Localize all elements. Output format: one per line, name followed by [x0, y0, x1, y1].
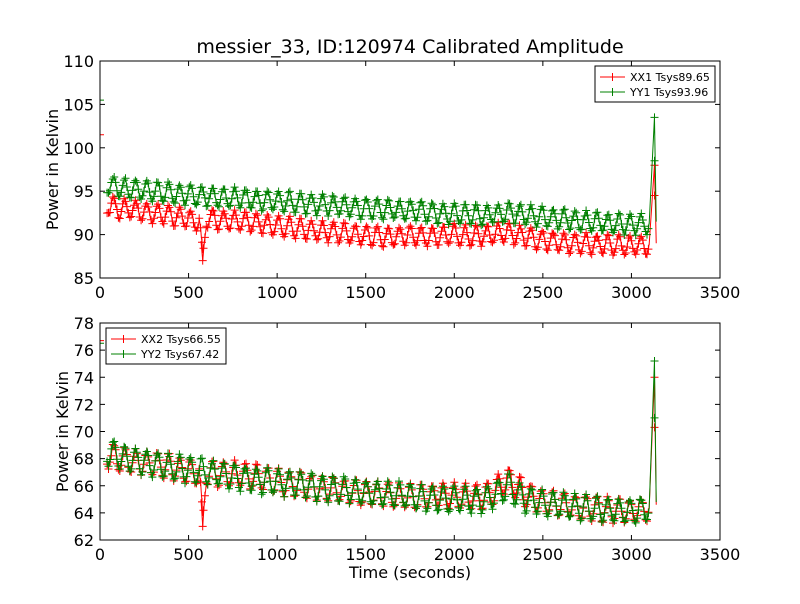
- x-tick-label: 2000: [434, 545, 475, 564]
- legend-box: [594, 65, 716, 103]
- x-tick-label: 3000: [611, 545, 652, 564]
- series-markers: [100, 96, 659, 240]
- legend-label: XX1 Tsys89.65: [630, 71, 710, 84]
- plot-area: [100, 336, 659, 531]
- x-tick-label: 500: [173, 283, 204, 302]
- x-tick-label: 3000: [611, 283, 652, 302]
- y-tick-label: 68: [74, 450, 94, 469]
- series-markers: [100, 130, 659, 265]
- y-tick-label: 66: [74, 477, 94, 496]
- legend-marker: [608, 88, 617, 96]
- x-tick-label: 1500: [345, 545, 386, 564]
- lower-plot-panel: 0 500 1000 1500 2000 2500 3000 3500 62 64 66 68 70 72…: [53, 314, 740, 582]
- x-tick-label: 1500: [345, 283, 386, 302]
- series-2: [100, 339, 659, 527]
- legend-marker: [608, 73, 617, 81]
- y-tick-label: 74: [74, 368, 94, 387]
- x-tick-label: 2000: [434, 283, 475, 302]
- upper-plot-panel: messier_33, ID:120974 Calibrated Amplitu…: [43, 36, 740, 302]
- x-tick-label: 0: [95, 545, 105, 564]
- y-tick-label: 90: [74, 226, 94, 245]
- legend-marker: [119, 350, 128, 358]
- legend-label: XX2 Tsys66.55: [141, 333, 221, 346]
- x-tick-label: 1000: [257, 545, 298, 564]
- series-1: [100, 130, 659, 265]
- x-tick-label: 500: [173, 545, 204, 564]
- x-tick-label: 2500: [522, 545, 563, 564]
- legend-label: YY2 Tsys67.42: [140, 348, 219, 361]
- x-tick-label: 2500: [522, 283, 563, 302]
- x-tick-label: 1000: [257, 283, 298, 302]
- x-tick-label: 3500: [700, 545, 741, 564]
- y-tick-label: 105: [63, 95, 94, 114]
- chart-title: messier_33, ID:120974 Calibrated Amplitu…: [196, 36, 623, 58]
- series-1: [100, 336, 659, 531]
- y-tick-label: 100: [63, 139, 94, 158]
- legend-label: YY1 Tsys93.96: [629, 86, 708, 99]
- series-markers: [100, 336, 659, 531]
- y-tick-label: 76: [74, 341, 94, 360]
- y-tick-label: 72: [74, 395, 94, 414]
- series-markers: [100, 339, 659, 527]
- series-spike: [648, 360, 657, 509]
- y-tick-label: 85: [74, 269, 94, 288]
- y-axis-label: Power in Kelvin: [43, 109, 62, 230]
- y-tick-label: 62: [74, 531, 94, 550]
- y-tick-label: 95: [74, 182, 94, 201]
- legend-marker: [119, 335, 128, 343]
- legend: XX1 Tsys89.65 YY1 Tsys93.96: [594, 65, 716, 103]
- x-tick-label: 3500: [700, 283, 741, 302]
- y-tick-label: 78: [74, 314, 94, 333]
- legend: XX2 Tsys66.55 YY2 Tsys67.42: [105, 327, 227, 365]
- legend-box: [105, 327, 227, 365]
- series-2: [100, 96, 659, 240]
- y-tick-label: 110: [63, 52, 94, 71]
- x-tick-label: 0: [95, 283, 105, 302]
- x-axis-label: Time (seconds): [348, 563, 471, 582]
- y-tick-label: 70: [74, 423, 94, 442]
- plot-frame: [99, 60, 721, 279]
- y-axis-label: Power in Kelvin: [53, 371, 72, 492]
- y-tick-label: 64: [74, 504, 94, 523]
- plot-area: [100, 96, 659, 265]
